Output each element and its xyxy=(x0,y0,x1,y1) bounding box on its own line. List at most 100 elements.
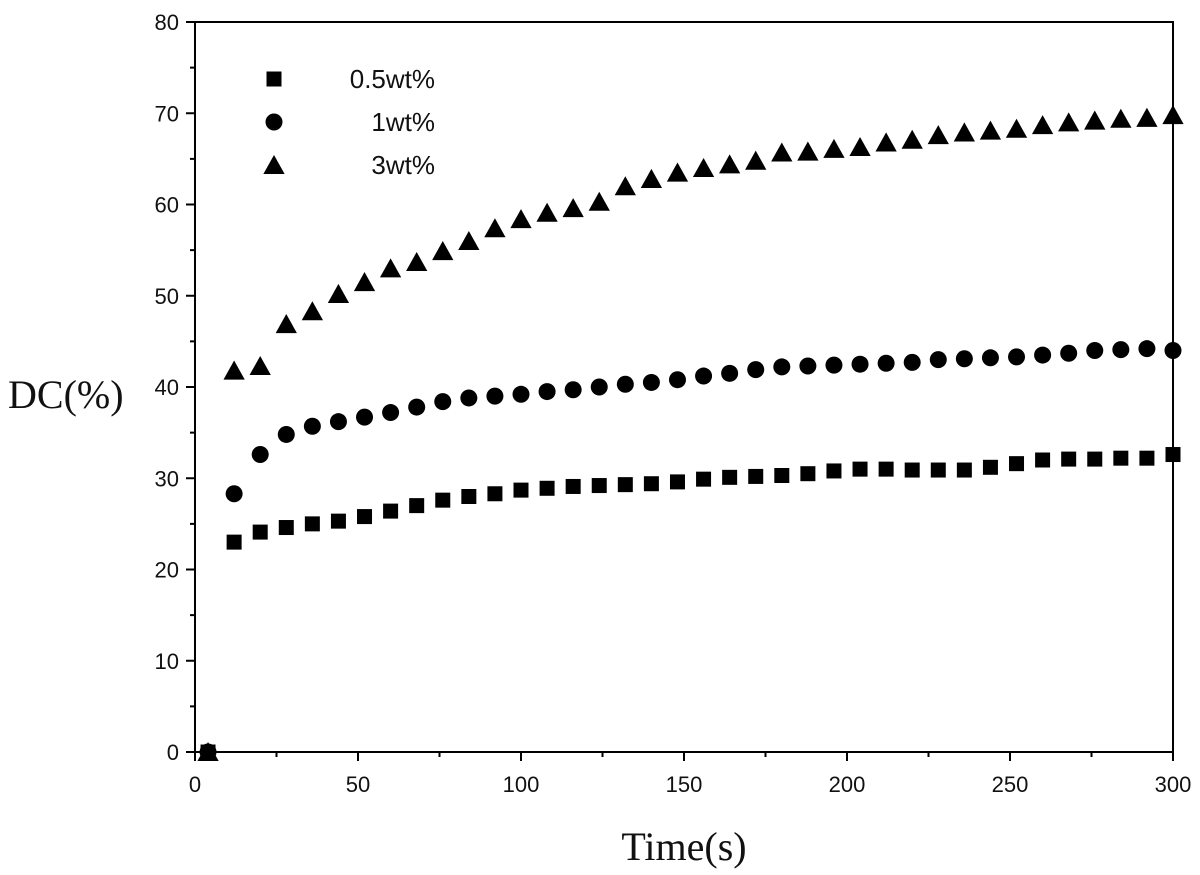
data-point-circle xyxy=(668,371,686,389)
data-point-circle xyxy=(408,398,426,416)
data-markers xyxy=(197,105,1184,762)
data-point-square xyxy=(930,462,946,478)
data-point-triangle xyxy=(797,141,819,161)
data-point-triangle xyxy=(484,218,506,238)
data-point-circle xyxy=(225,485,243,503)
legend-label: 1wt% xyxy=(371,107,435,137)
data-point-circle xyxy=(564,381,582,399)
data-point-triangle xyxy=(1084,110,1106,130)
x-axis-ticks: 0 50 100 150 200 250 300 xyxy=(189,752,1191,797)
data-point-circle xyxy=(825,356,843,374)
data-point-triangle xyxy=(1058,112,1080,132)
data-point-square xyxy=(409,498,425,514)
data-point-circle xyxy=(1008,348,1026,366)
data-point-circle xyxy=(382,404,400,422)
data-point-circle xyxy=(590,378,608,396)
data-point-circle xyxy=(303,417,321,435)
data-point-circle xyxy=(538,383,556,401)
data-point-square xyxy=(904,462,920,478)
data-point-square xyxy=(669,474,685,490)
data-point-triangle xyxy=(353,272,376,292)
data-point-circle xyxy=(929,351,947,369)
y-axis-ticks: 0 10 20 30 40 50 60 70 80 xyxy=(155,10,195,765)
data-point-square xyxy=(357,509,373,525)
data-point-triangle xyxy=(379,258,402,278)
data-point-triangle xyxy=(432,241,454,261)
x-tick-label: 150 xyxy=(666,772,703,797)
data-point-square xyxy=(487,486,503,502)
legend: 0.5wt% 1wt% 3wt% xyxy=(263,64,435,180)
data-point-square xyxy=(774,468,790,484)
data-point-square xyxy=(982,459,998,475)
data-point-circle xyxy=(1060,344,1078,362)
data-point-triangle xyxy=(197,741,219,762)
data-point-triangle xyxy=(640,168,663,188)
x-tick-label: 0 xyxy=(189,772,201,797)
data-point-square xyxy=(617,477,633,493)
data-point-triangle xyxy=(901,129,923,149)
data-point-circle xyxy=(955,350,973,368)
data-point-circle xyxy=(747,361,765,379)
y-tick-label: 70 xyxy=(155,101,179,126)
data-point-square xyxy=(565,478,581,494)
data-point-circle xyxy=(1164,342,1182,359)
data-point-square xyxy=(1165,447,1181,463)
data-point-circle xyxy=(512,385,530,403)
x-tick-label: 250 xyxy=(992,772,1029,797)
data-point-square xyxy=(1113,450,1129,466)
data-point-square xyxy=(748,468,764,484)
data-point-triangle xyxy=(458,230,480,251)
x-tick-label: 100 xyxy=(503,772,540,797)
legend-marker-triangle xyxy=(263,154,285,175)
legend-label: 3wt% xyxy=(371,150,435,180)
y-tick-label: 10 xyxy=(155,649,179,674)
data-point-circle xyxy=(773,358,791,376)
y-tick-label: 80 xyxy=(155,10,179,35)
x-axis-title: Time(s) xyxy=(621,824,746,869)
data-point-square xyxy=(956,462,972,478)
data-point-square xyxy=(461,489,477,504)
data-point-triangle xyxy=(849,136,871,157)
data-point-triangle xyxy=(588,191,610,211)
data-point-triangle xyxy=(927,125,949,145)
plot-frame xyxy=(194,21,1174,753)
x-tick-label: 50 xyxy=(346,772,370,797)
data-point-triangle xyxy=(1031,115,1054,135)
data-point-triangle xyxy=(562,198,584,218)
data-point-triangle xyxy=(1136,107,1158,127)
data-point-circle xyxy=(1086,342,1104,359)
data-point-square xyxy=(1087,451,1103,467)
data-point-circle xyxy=(356,408,374,426)
data-point-square xyxy=(800,466,816,482)
data-point-square xyxy=(330,513,346,529)
data-point-triangle xyxy=(249,355,271,376)
data-point-triangle xyxy=(875,132,897,152)
data-point-circle xyxy=(799,357,817,375)
data-point-triangle xyxy=(223,360,245,380)
data-point-triangle xyxy=(510,209,532,229)
data-point-circle xyxy=(1138,340,1156,358)
x-tick-label: 300 xyxy=(1155,772,1192,797)
data-point-square xyxy=(539,480,555,496)
legend-label: 0.5wt% xyxy=(350,64,435,94)
data-point-circle xyxy=(981,349,999,367)
data-point-triangle xyxy=(666,162,689,182)
y-tick-label: 50 xyxy=(155,284,179,309)
data-point-circle xyxy=(721,364,739,382)
data-point-circle xyxy=(877,354,895,372)
data-point-square xyxy=(1061,451,1077,467)
data-point-triangle xyxy=(692,157,715,178)
data-point-square xyxy=(1009,456,1025,472)
data-point-circle xyxy=(616,375,634,393)
data-point-circle xyxy=(486,387,504,405)
data-point-square xyxy=(513,482,529,498)
data-point-triangle xyxy=(823,138,845,158)
data-point-square xyxy=(278,520,294,536)
data-point-triangle xyxy=(614,176,636,196)
data-point-square xyxy=(1035,452,1051,468)
legend-marker-square xyxy=(266,71,282,87)
y-axis-title: DC(%) xyxy=(8,372,124,417)
data-point-square xyxy=(304,516,320,532)
data-point-triangle xyxy=(327,283,350,303)
